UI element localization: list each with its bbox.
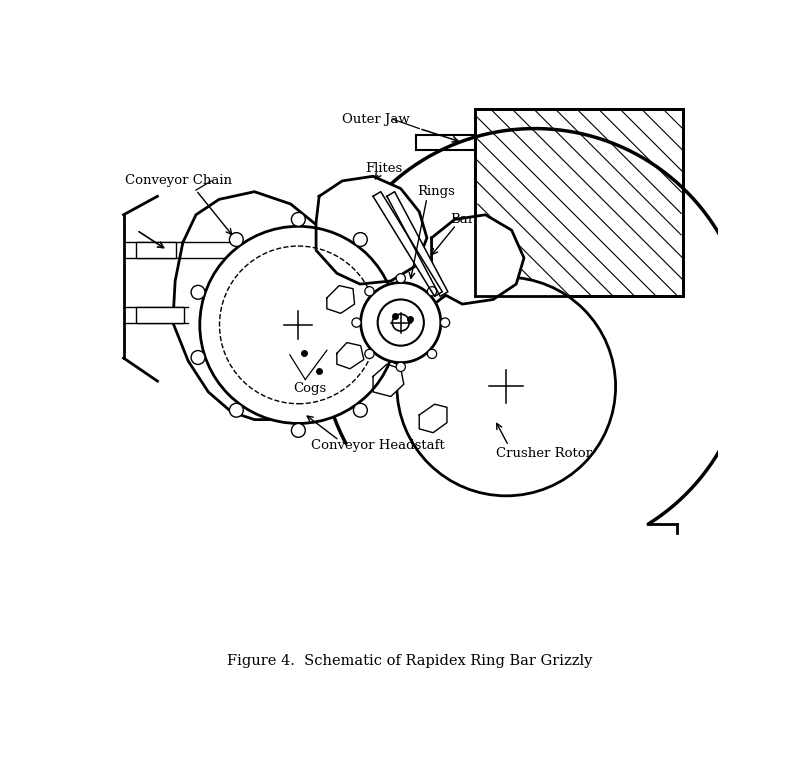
Circle shape <box>230 404 243 417</box>
Circle shape <box>397 277 615 496</box>
Circle shape <box>191 351 205 365</box>
Circle shape <box>441 318 450 327</box>
Circle shape <box>365 286 374 296</box>
Text: Conveyor Chain: Conveyor Chain <box>125 175 232 187</box>
Text: Bar: Bar <box>450 213 474 226</box>
Text: Rings: Rings <box>418 185 455 198</box>
Circle shape <box>392 351 406 365</box>
Polygon shape <box>419 404 447 433</box>
Polygon shape <box>475 109 683 296</box>
Circle shape <box>427 349 437 359</box>
Circle shape <box>354 404 367 417</box>
Polygon shape <box>316 176 427 284</box>
Polygon shape <box>173 192 368 420</box>
Text: Conveyor Headstaft: Conveyor Headstaft <box>311 439 445 452</box>
Circle shape <box>365 349 374 359</box>
Text: Cogs: Cogs <box>293 383 326 395</box>
Circle shape <box>396 362 406 372</box>
Circle shape <box>378 300 424 345</box>
Circle shape <box>230 233 243 247</box>
Circle shape <box>396 274 406 283</box>
Circle shape <box>291 213 306 227</box>
Polygon shape <box>387 192 448 296</box>
Circle shape <box>352 318 361 327</box>
Circle shape <box>427 286 437 296</box>
Circle shape <box>200 227 397 424</box>
Bar <box>136 307 184 323</box>
Polygon shape <box>373 364 404 397</box>
Circle shape <box>392 314 410 331</box>
Text: Flites: Flites <box>366 162 402 175</box>
Bar <box>136 242 176 258</box>
Circle shape <box>392 286 406 300</box>
Circle shape <box>191 286 205 300</box>
Text: Outer Jaw: Outer Jaw <box>342 113 410 126</box>
Polygon shape <box>373 192 442 296</box>
Circle shape <box>354 233 367 247</box>
Circle shape <box>361 282 441 362</box>
Polygon shape <box>337 342 364 369</box>
Circle shape <box>291 424 306 438</box>
Polygon shape <box>431 215 524 304</box>
Text: Crusher Rotor: Crusher Rotor <box>496 447 592 460</box>
Polygon shape <box>327 286 354 314</box>
Text: Figure 4.  Schematic of Rapidex Ring Bar Grizzly: Figure 4. Schematic of Rapidex Ring Bar … <box>227 654 593 668</box>
